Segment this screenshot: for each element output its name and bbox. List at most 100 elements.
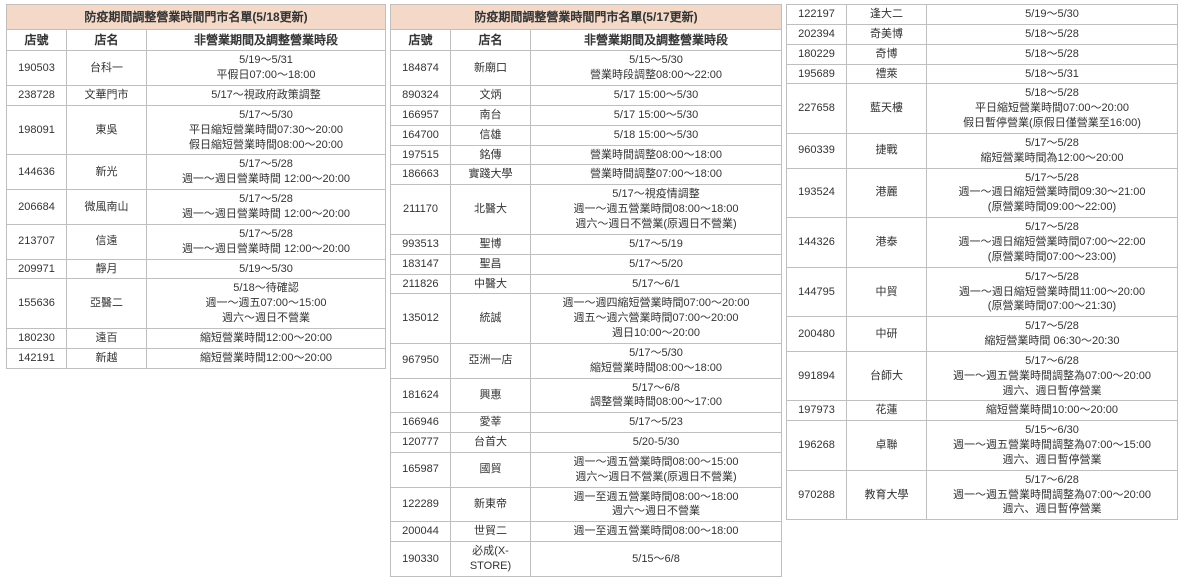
- cell-details: 5/18～5/28 平日縮短營業時間07:00～20:00 假日暫停營業(原假日…: [927, 84, 1178, 134]
- cell-store-id: 200480: [787, 317, 847, 352]
- table-row: 180230遠百縮短營業時間12:00～20:00: [7, 328, 386, 348]
- cell-store-id: 122197: [787, 5, 847, 25]
- cell-store-name: 文炳: [451, 86, 531, 106]
- table-row: 213707信遠5/17～5/28 週一～週日營業時間 12:00～20:00: [7, 224, 386, 259]
- cell-store-id: 184874: [391, 51, 451, 86]
- table3-container: 122197逢大二5/19～5/30202394奇美博5/18～5/281802…: [786, 4, 1178, 572]
- cell-details: 5/17 15:00～5/30: [531, 86, 782, 106]
- cell-store-id: 195689: [787, 64, 847, 84]
- cell-details: 5/18～5/31: [927, 64, 1178, 84]
- cell-store-name: 奇博: [847, 44, 927, 64]
- cell-details: 5/19～5/31 平假日07:00～18:00: [147, 51, 386, 86]
- cell-details: 5/15～6/8: [531, 542, 782, 577]
- table-row: 206684微風南山5/17～5/28 週一～週日營業時間 12:00～20:0…: [7, 190, 386, 225]
- table-row: 183147聖昌5/17～5/20: [391, 254, 782, 274]
- table1-body: 190503台科一5/19～5/31 平假日07:00～18:00238728文…: [7, 51, 386, 368]
- cell-details: 5/17 15:00～5/30: [531, 105, 782, 125]
- cell-store-name: 港泰: [847, 218, 927, 268]
- cell-store-id: 190330: [391, 542, 451, 577]
- cell-store-id: 164700: [391, 125, 451, 145]
- cell-store-name: 文華門市: [67, 86, 147, 106]
- cell-details: 縮短營業時間12:00～20:00: [147, 348, 386, 368]
- cell-store-id: 197973: [787, 401, 847, 421]
- table-row: 200044世貿二週一至週五營業時間08:00～18:00: [391, 522, 782, 542]
- cell-store-name: 國貿: [451, 452, 531, 487]
- table-row: 165987國貿週一～週五營業時間08:00～15:00 週六～週日不營業(原週…: [391, 452, 782, 487]
- cell-store-name: 台師大: [847, 351, 927, 401]
- cell-details: 5/18～待確認 週一～週五07:00～15:00 週六～週日不營業: [147, 279, 386, 329]
- cell-store-name: 北醫大: [451, 185, 531, 235]
- cell-details: 週一至週五營業時間08:00～18:00: [531, 522, 782, 542]
- cell-details: 5/17～5/28 週一～週日縮短營業時間11:00～20:00 (原營業時間0…: [927, 267, 1178, 317]
- cell-store-name: 中貿: [847, 267, 927, 317]
- cell-details: 5/17～5/28 縮短營業時間 06:30～20:30: [927, 317, 1178, 352]
- cell-store-name: 信雄: [451, 125, 531, 145]
- cell-store-name: 微風南山: [67, 190, 147, 225]
- cell-details: 5/18～5/28: [927, 24, 1178, 44]
- cell-details: 5/17～5/28 週一～週日營業時間 12:00～20:00: [147, 155, 386, 190]
- cell-store-id: 211826: [391, 274, 451, 294]
- cell-store-name: 愛莘: [451, 413, 531, 433]
- table2: 防疫期間調整營業時間門市名單(5/17更新) 店號 店名 非營業期間及調整營業時…: [390, 4, 782, 577]
- cell-details: 營業時間調整08:00～18:00: [531, 145, 782, 165]
- cell-store-name: 花蓮: [847, 401, 927, 421]
- cell-store-id: 165987: [391, 452, 451, 487]
- cell-store-id: 196268: [787, 421, 847, 471]
- cell-store-id: 144636: [7, 155, 67, 190]
- cell-store-id: 190503: [7, 51, 67, 86]
- cell-details: 週一～週五營業時間08:00～15:00 週六～週日不營業(原週日不營業): [531, 452, 782, 487]
- table-row: 190503台科一5/19～5/31 平假日07:00～18:00: [7, 51, 386, 86]
- table1-header-row: 店號 店名 非營業期間及調整營業時段: [7, 30, 386, 51]
- cell-store-id: 144795: [787, 267, 847, 317]
- cell-store-name: 逢大二: [847, 5, 927, 25]
- table-row: 181624興惠5/17～6/8 調整營業時間08:00～17:00: [391, 378, 782, 413]
- cell-store-id: 991894: [787, 351, 847, 401]
- col-store-id: 店號: [391, 30, 451, 51]
- cell-store-name: 新廟口: [451, 51, 531, 86]
- cell-details: 5/17～6/28 週一～週五營業時間調整為07:00～20:00 週六、週日暫…: [927, 470, 1178, 520]
- cell-store-id: 122289: [391, 487, 451, 522]
- col-details: 非營業期間及調整營業時段: [531, 30, 782, 51]
- table-row: 166946愛莘5/17～5/23: [391, 413, 782, 433]
- cell-store-name: 禮萊: [847, 64, 927, 84]
- table-row: 209971靜月5/19～5/30: [7, 259, 386, 279]
- cell-details: 5/17～5/28 週一～週日營業時間 12:00～20:00: [147, 224, 386, 259]
- cell-details: 5/20-5/30: [531, 433, 782, 453]
- table2-body: 184874新廟口5/15～5/30 營業時段調整08:00～22:008903…: [391, 51, 782, 576]
- table-row: 960339捷戰5/17～5/28 縮短營業時間為12:00～20:00: [787, 133, 1178, 168]
- cell-store-id: 142191: [7, 348, 67, 368]
- cell-store-name: 台首大: [451, 433, 531, 453]
- cell-store-name: 新光: [67, 155, 147, 190]
- cell-details: 營業時間調整07:00～18:00: [531, 165, 782, 185]
- cell-store-id: 211170: [391, 185, 451, 235]
- table1-container: 防疫期間調整營業時間門市名單(5/18更新) 店號 店名 非營業期間及調整營業時…: [6, 4, 386, 572]
- table-row: 238728文華門市5/17～視政府政策調整: [7, 86, 386, 106]
- cell-store-name: 世貿二: [451, 522, 531, 542]
- cell-store-name: 新東帝: [451, 487, 531, 522]
- cell-store-id: 967950: [391, 343, 451, 378]
- table-row: 197973花蓮縮短營業時間10:00～20:00: [787, 401, 1178, 421]
- cell-store-name: 遠百: [67, 328, 147, 348]
- cell-store-name: 統誠: [451, 294, 531, 344]
- cell-store-id: 166946: [391, 413, 451, 433]
- cell-store-name: 實踐大學: [451, 165, 531, 185]
- cell-store-name: 港麗: [847, 168, 927, 218]
- cell-store-id: 144326: [787, 218, 847, 268]
- table-row: 144795中貿5/17～5/28 週一～週日縮短營業時間11:00～20:00…: [787, 267, 1178, 317]
- table-row: 967950亞洲一店5/17～5/30 縮短營業時間08:00～18:00: [391, 343, 782, 378]
- cell-store-id: 206684: [7, 190, 67, 225]
- cell-store-name: 靜月: [67, 259, 147, 279]
- cell-details: 5/17～5/19: [531, 234, 782, 254]
- cell-store-id: 202394: [787, 24, 847, 44]
- cell-store-id: 198091: [7, 105, 67, 155]
- table-row: 195689禮萊5/18～5/31: [787, 64, 1178, 84]
- cell-store-id: 227658: [787, 84, 847, 134]
- table-row: 155636亞醫二5/18～待確認 週一～週五07:00～15:00 週六～週日…: [7, 279, 386, 329]
- table-row: 120777台首大5/20-5/30: [391, 433, 782, 453]
- table-row: 166957南台5/17 15:00～5/30: [391, 105, 782, 125]
- table3: 122197逢大二5/19～5/30202394奇美博5/18～5/281802…: [786, 4, 1178, 520]
- cell-store-name: 中醫大: [451, 274, 531, 294]
- cell-details: 5/17～6/28 週一～週五營業時間調整為07:00～20:00 週六、週日暫…: [927, 351, 1178, 401]
- cell-details: 5/17～5/28 週一～週日營業時間 12:00～20:00: [147, 190, 386, 225]
- cell-store-name: 奇美博: [847, 24, 927, 44]
